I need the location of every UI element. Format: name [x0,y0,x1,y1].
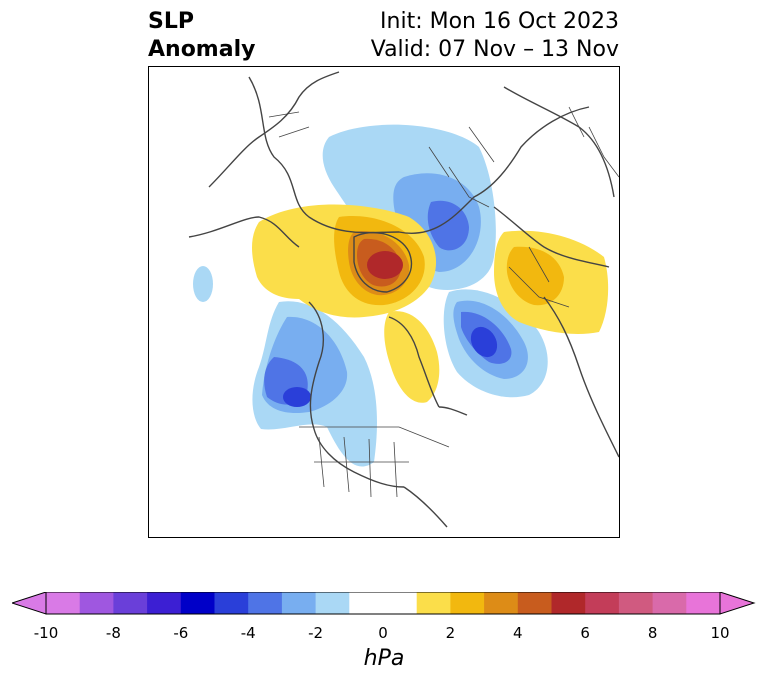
colorbar-cell [248,592,283,614]
colorbar-tick-label: 8 [647,624,658,642]
colorbar-cell [416,592,451,614]
colorbar-tick-label: -8 [105,624,121,642]
negative-anomaly-pacific [252,301,377,467]
positive-anomaly-siberia [494,230,609,334]
colorbar-cell [46,592,81,614]
colorbar-cell [180,592,215,614]
colorbar-cell [113,592,148,614]
colorbar-cell [281,592,317,614]
colorbar-tick-label: 4 [513,624,523,642]
colorbar-cell [686,592,721,614]
map-panel [148,66,620,538]
colorbar-cell [147,592,182,614]
borders [268,106,619,498]
positive-anomaly-arctic [252,204,437,318]
map-title: SLP Anomaly [148,8,255,64]
colorbar-tick-label: -4 [240,624,256,642]
colorbar-cell [79,592,114,614]
colorbar-cell [484,592,519,614]
colorbar-cell [214,592,249,614]
colorbar-extend-left [12,592,47,615]
colorbar-cell [551,592,586,614]
valid-range: Valid: 07 Nov – 13 Nov [370,37,619,62]
init-date: Init: Mon 16 Oct 2023 [380,9,619,34]
colorbar [12,592,756,615]
colorbar-cell [315,592,350,614]
colorbar-tick-label: 10 [710,624,730,642]
colorbar-cell [517,592,552,614]
colorbar-tick-label: 2 [445,624,456,642]
colorbar-unit: hPa [363,646,405,671]
positive-anomaly-canada [384,311,440,403]
colorbar-cell [349,592,384,614]
title-line-1: SLP [148,9,194,34]
colorbar-tick-label: 0 [378,624,388,642]
colorbar-cell [383,592,418,614]
negative-anomaly-small [193,266,213,302]
title-line-2: Anomaly [148,37,256,62]
colorbar-cell [652,592,687,614]
date-info: Init: Mon 16 Oct 2023 Valid: 07 Nov – 13… [371,8,619,64]
colorbar-cell [450,592,485,614]
anomaly-map [149,71,619,528]
colorbar-cell [618,592,654,614]
colorbar-tick-label: -2 [308,624,324,642]
colorbar-tick-label: -6 [173,624,189,642]
colorbar-tick-label: 6 [580,624,590,642]
coastlines [188,71,619,528]
colorbar-extend-right [719,592,756,615]
colorbar-tick-label: -10 [33,624,59,642]
colorbar-cell [585,592,620,614]
